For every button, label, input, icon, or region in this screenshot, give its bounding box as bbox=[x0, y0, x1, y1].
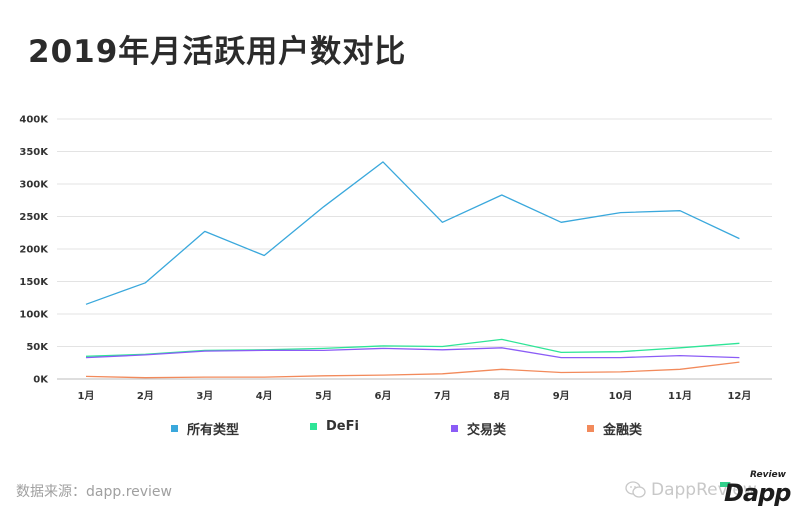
y-tick-label: 50K bbox=[26, 342, 49, 353]
gridlines bbox=[57, 118, 772, 380]
y-tick-label: 350K bbox=[19, 147, 49, 158]
legend-swatch bbox=[451, 425, 458, 432]
watermark: DappReview bbox=[625, 480, 757, 500]
series-lines bbox=[85, 161, 740, 379]
series-line-3 bbox=[85, 361, 740, 379]
legend: 所有类型 DeFi 交易类 金融类 bbox=[0, 419, 800, 439]
line-chart: 0K 50K 100K 150K 200K 250K 300K 350K 400K 1月 2月 3月… bbox=[19, 115, 772, 402]
x-tick-label: 12月 bbox=[727, 390, 751, 402]
x-axis-ticks: 1月 2月 3月 4月 5月 6月 7月 8月 9月 10月 11月 12月 bbox=[78, 390, 752, 402]
y-tick-label: 150K bbox=[19, 277, 49, 288]
y-tick-label: 400K bbox=[19, 115, 49, 126]
y-tick-label: 100K bbox=[19, 310, 49, 321]
x-tick-label: 6月 bbox=[375, 390, 392, 402]
legend-label: 所有类型 bbox=[187, 423, 240, 438]
data-source: 数据来源：dapp.review bbox=[16, 484, 172, 500]
x-tick-label: 2月 bbox=[137, 390, 154, 402]
legend-label: DeFi bbox=[326, 419, 359, 434]
series-line-1 bbox=[85, 338, 740, 357]
dappreview-logo: Review Dapp bbox=[720, 470, 791, 510]
y-tick-label: 250K bbox=[19, 212, 49, 223]
series-line-2 bbox=[85, 347, 740, 359]
x-tick-label: 10月 bbox=[609, 390, 633, 402]
watermark-text: DappReview bbox=[651, 480, 757, 500]
x-tick-label: 4月 bbox=[256, 390, 273, 402]
x-tick-label: 8月 bbox=[493, 390, 510, 402]
legend-swatch bbox=[310, 423, 317, 430]
x-tick-label: 7月 bbox=[434, 390, 451, 402]
y-axis-ticks: 0K 50K 100K 150K 200K 250K 300K 350K 400K bbox=[19, 115, 49, 386]
logo-main-text: Dapp bbox=[724, 479, 791, 507]
series-line-0 bbox=[85, 161, 740, 305]
legend-label: 交易类 bbox=[467, 423, 507, 438]
legend-item: 金融类 bbox=[587, 419, 642, 438]
legend-item: DeFi bbox=[310, 419, 359, 434]
legend-swatch bbox=[171, 425, 178, 432]
logo-accent bbox=[720, 482, 730, 487]
wechat-icon bbox=[625, 481, 646, 498]
y-tick-label: 0K bbox=[33, 375, 49, 386]
x-tick-label: 5月 bbox=[315, 390, 332, 402]
chart-title: 2019年月活跃用户数对比 bbox=[28, 34, 407, 70]
logo-review-text: Review bbox=[750, 470, 786, 480]
y-tick-label: 300K bbox=[19, 180, 49, 191]
x-tick-label: 1月 bbox=[78, 390, 95, 402]
x-tick-label: 11月 bbox=[668, 390, 692, 402]
y-tick-label: 200K bbox=[19, 245, 49, 256]
legend-label: 金融类 bbox=[603, 423, 643, 438]
x-tick-label: 3月 bbox=[196, 390, 213, 402]
legend-swatch bbox=[587, 425, 594, 432]
x-tick-label: 9月 bbox=[553, 390, 570, 402]
legend-item: 所有类型 bbox=[171, 419, 239, 438]
legend-item: 交易类 bbox=[451, 419, 506, 438]
